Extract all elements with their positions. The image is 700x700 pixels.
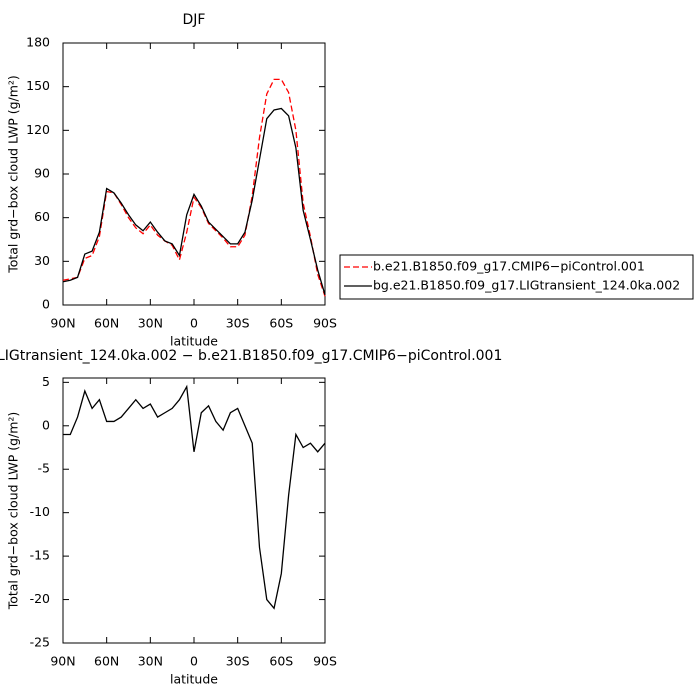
data-line bbox=[63, 384, 326, 610]
x-tick-label: 30S bbox=[226, 316, 250, 331]
x-axis-label: latitude bbox=[170, 672, 218, 687]
chart-title: LIGtransient_124.0ka.002 − b.e21.B1850.f… bbox=[0, 348, 502, 364]
y-axis-label: Total grd−box cloud LWP (g/m²) bbox=[6, 75, 21, 274]
x-tick-label: 30N bbox=[138, 654, 163, 669]
chart-title: DJF bbox=[183, 12, 206, 28]
y-tick-label: 120 bbox=[26, 122, 50, 137]
x-tick-label: 60S bbox=[269, 316, 293, 331]
plot-frame bbox=[62, 377, 326, 644]
y-tick-label: 30 bbox=[34, 253, 50, 268]
y-tick-label: 60 bbox=[34, 209, 50, 224]
x-tick-label: 0 bbox=[190, 316, 198, 331]
y-tick-label: 180 bbox=[26, 35, 50, 50]
x-tick-label: 60N bbox=[94, 654, 119, 669]
y-tick-label: -25 bbox=[30, 635, 50, 650]
x-tick-label: 90N bbox=[50, 316, 75, 331]
y-tick-label: 150 bbox=[26, 78, 50, 93]
y-tick-label: 90 bbox=[34, 166, 50, 181]
y-tick-label: 0 bbox=[42, 297, 50, 312]
x-tick-label: 90N bbox=[50, 654, 75, 669]
x-tick-label: 0 bbox=[190, 654, 198, 669]
y-tick-label: 5 bbox=[42, 374, 50, 389]
x-tick-label: 90S bbox=[313, 316, 337, 331]
x-tick-label: 30S bbox=[226, 654, 250, 669]
x-axis-label: latitude bbox=[170, 334, 218, 349]
x-tick-label: 90S bbox=[313, 654, 337, 669]
legend-label: b.e21.B1850.f09_g17.CMIP6−piControl.001 bbox=[373, 259, 645, 274]
data-line bbox=[62, 78, 326, 297]
x-tick-label: 60N bbox=[94, 316, 119, 331]
y-tick-label: -5 bbox=[38, 461, 50, 476]
x-tick-label: 60S bbox=[269, 654, 293, 669]
x-tick-label: 30N bbox=[138, 316, 163, 331]
y-axis-label: Total grd−box cloud LWP (g/m²) bbox=[6, 412, 21, 611]
y-tick-label: -10 bbox=[30, 504, 50, 519]
legend-label: bg.e21.B1850.f09_g17.LIGtransient_124.0k… bbox=[373, 278, 680, 293]
data-line bbox=[62, 107, 326, 295]
legend-box bbox=[339, 254, 694, 300]
y-tick-label: -20 bbox=[30, 591, 50, 606]
plot-frame bbox=[62, 42, 326, 306]
y-tick-label: 0 bbox=[42, 417, 50, 432]
y-tick-label: -15 bbox=[30, 548, 50, 563]
